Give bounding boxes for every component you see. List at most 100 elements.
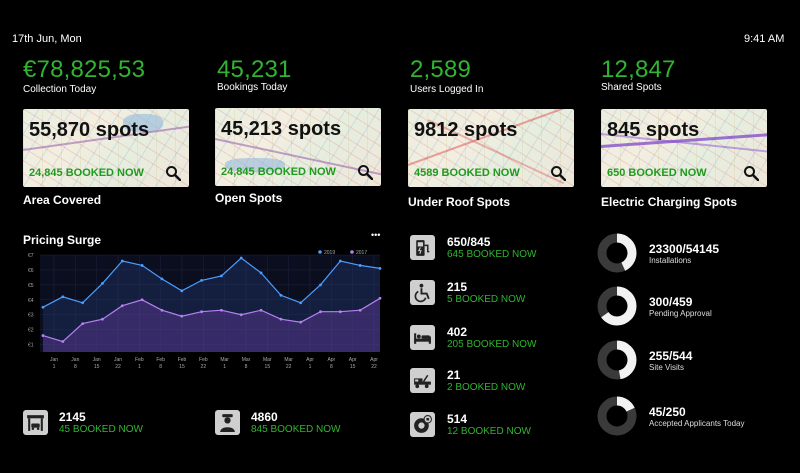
data-point — [279, 317, 283, 321]
data-point — [220, 274, 223, 278]
search-icon[interactable] — [165, 165, 181, 181]
stat-value: 4860 — [251, 410, 278, 424]
map-card-open[interactable]: 45,213 spots 24,845 BOOKED NOW — [215, 108, 381, 186]
stat-value: 21 — [447, 368, 461, 382]
data-point — [41, 305, 45, 309]
map-card-area[interactable]: 55,870 spots 24,845 BOOKED NOW — [23, 109, 189, 187]
x-tick-label: Apr — [306, 357, 314, 363]
kpi-users: 2,589 Users Logged In — [410, 56, 483, 96]
x-tick-label: 15 — [179, 364, 185, 370]
x-tick-label: Jan — [93, 357, 101, 363]
map-card-spots: 45,213 spots — [221, 118, 342, 140]
pricing-chart: €7 €6 €5 €4 €3 €2 €1 Jan 1 Jan 8 Jan 15 Jan 22 Feb 1 Feb… — [28, 250, 383, 375]
data-point — [81, 301, 85, 305]
x-tick-label: 1 — [53, 364, 56, 370]
x-tick-label: 22 — [286, 364, 292, 370]
map-card-roof[interactable]: 9812 spots 4589 BOOKED NOW — [408, 109, 574, 187]
donut-value: 23300/54145 — [649, 241, 720, 256]
series-area-2019 — [43, 258, 380, 352]
donut-row[interactable]: 23300/54145 Installations — [597, 233, 719, 273]
search-icon[interactable] — [550, 165, 566, 181]
data-point — [101, 281, 104, 285]
data-point — [140, 264, 144, 267]
y-tick-label: €5 — [28, 283, 34, 289]
donut-row[interactable]: 300/459 Pending Approval — [597, 286, 712, 326]
map-card-caption: Open Spots — [215, 191, 283, 205]
data-point — [338, 259, 342, 263]
data-point — [319, 283, 322, 287]
y-tick-label: €1 — [28, 343, 34, 349]
stat-row[interactable]: 4860 845 BOOKED NOW — [215, 410, 340, 435]
x-tick-label: Apr — [370, 357, 378, 363]
data-point — [81, 322, 85, 326]
data-point — [101, 317, 104, 321]
x-tick-label: Feb — [135, 357, 144, 363]
stat-value: 514 — [447, 412, 468, 426]
kpi-value: €78,825,53 — [23, 56, 146, 83]
series-area-2017 — [43, 298, 380, 352]
kpi-label: Shared Spots — [601, 82, 662, 93]
kpi-value: 12,847 — [601, 56, 676, 83]
kpi-shared: 12,847 Shared Spots — [601, 56, 676, 94]
stat-row[interactable]: 21 2 BOOKED NOW — [410, 368, 525, 393]
stat-row[interactable]: 215 5 BOOKED NOW — [410, 280, 525, 305]
data-point — [319, 310, 322, 314]
donut-chart — [597, 286, 637, 326]
stat-booked: 12 BOOKED NOW — [447, 426, 531, 437]
x-tick-label: 8 — [245, 364, 248, 370]
data-point — [140, 298, 144, 302]
x-tick-label: 15 — [350, 364, 356, 370]
stat-value: 215 — [447, 280, 468, 294]
data-point — [378, 267, 382, 270]
data-point — [180, 314, 184, 318]
x-tick-label: Feb — [178, 357, 187, 363]
search-icon[interactable] — [743, 165, 759, 181]
x-tick-label: 1 — [309, 364, 312, 370]
search-icon[interactable] — [357, 164, 373, 180]
map-card-charging[interactable]: 845 spots 650 BOOKED NOW — [601, 109, 767, 187]
data-point — [120, 304, 124, 308]
x-tick-label: 8 — [330, 364, 333, 370]
donut-row[interactable]: 255/544 Site Visits — [597, 340, 692, 380]
stat-row[interactable]: 2145 45 BOOKED NOW — [23, 410, 143, 435]
stat-row[interactable]: 514 12 BOOKED NOW — [410, 412, 531, 437]
map-card-caption: Electric Charging Spots — [601, 195, 738, 209]
x-tick-label: Mar — [220, 357, 229, 363]
donut-value: 300/459 — [649, 294, 693, 309]
bed-icon — [410, 325, 435, 350]
map-card-spots: 55,870 spots — [29, 119, 150, 141]
x-tick-label: 15 — [94, 364, 100, 370]
donut-value: 45/250 — [649, 404, 686, 419]
stat-booked: 2 BOOKED NOW — [447, 382, 526, 393]
data-point — [358, 308, 362, 312]
stat-value: 650/845 — [447, 235, 491, 249]
data-point — [220, 308, 223, 312]
y-tick-label: €4 — [28, 298, 34, 304]
kpi-value: 2,589 — [410, 56, 472, 83]
donut-fill — [597, 233, 637, 273]
data-point — [338, 310, 342, 314]
donut-label: Site Visits — [649, 362, 684, 372]
stat-row[interactable]: 402 205 BOOKED NOW — [410, 325, 536, 350]
stat-booked: 845 BOOKED NOW — [251, 424, 341, 435]
tow-truck-icon — [410, 368, 435, 393]
x-tick-label: Mar — [263, 357, 272, 363]
x-tick-label: Jan — [50, 357, 58, 363]
more-menu-icon[interactable]: ••• — [371, 230, 381, 240]
ev-charger-icon — [410, 235, 435, 260]
donut-row[interactable]: 45/250 Accepted Applicants Today — [597, 396, 744, 436]
data-point — [259, 308, 263, 312]
x-tick-label: Feb — [156, 357, 165, 363]
data-point — [299, 320, 303, 324]
donut-fill — [597, 286, 637, 326]
x-tick-label: 1 — [223, 364, 226, 370]
stat-row[interactable]: 650/845 645 BOOKED NOW — [410, 235, 536, 260]
donut-label: Pending Approval — [649, 308, 712, 318]
donut-fill — [597, 340, 637, 380]
kpi-bookings: 45,231 Bookings Today — [217, 58, 292, 94]
donut-chart — [597, 233, 637, 273]
x-tick-label: Jan — [71, 357, 79, 363]
data-point — [378, 296, 382, 300]
data-point — [239, 313, 243, 317]
x-tick-label: 15 — [265, 364, 271, 370]
